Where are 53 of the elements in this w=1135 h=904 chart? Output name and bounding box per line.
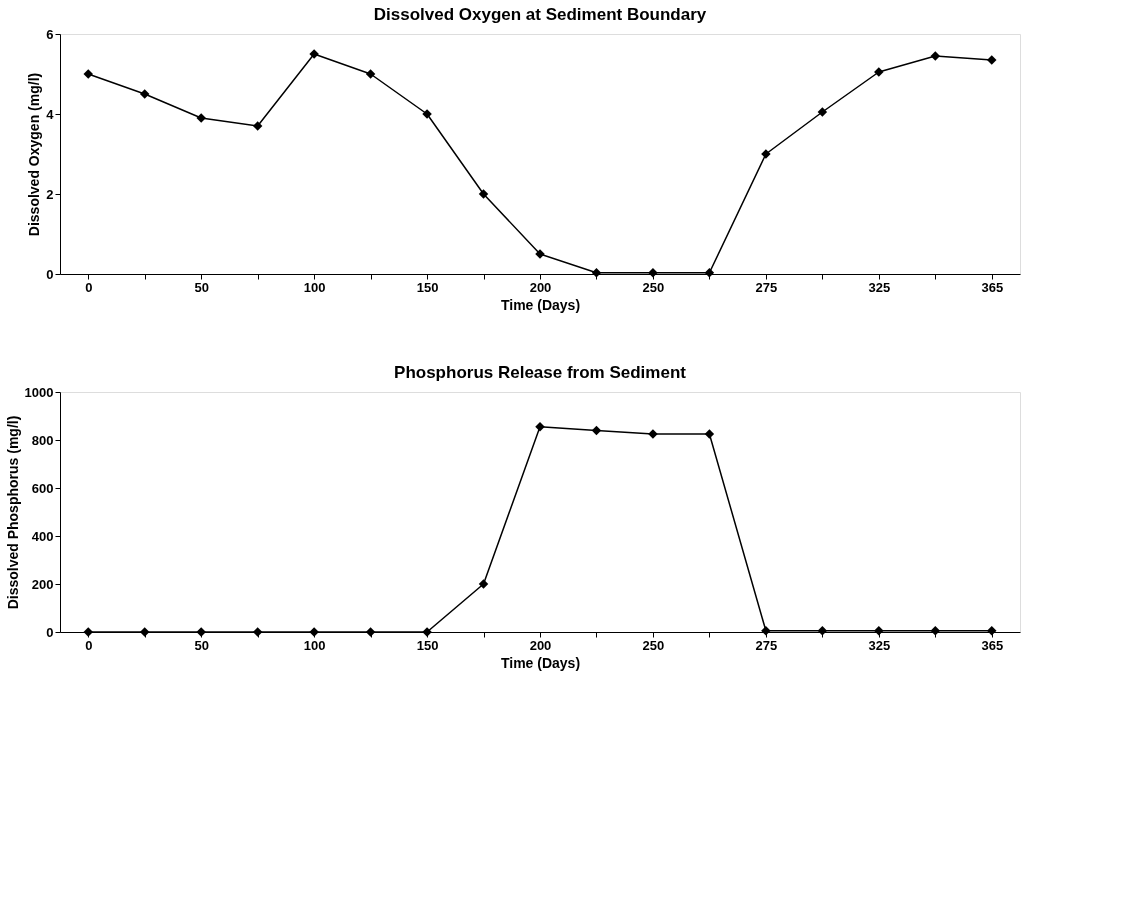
- x-tick-label: 250: [642, 637, 665, 653]
- y-axis-title: Dissolved Phosphorus (mg/l): [4, 415, 21, 610]
- x-tick-label: 365: [981, 637, 1004, 653]
- x-axis-title: Time (Days): [500, 654, 581, 671]
- y-axis-title: Dissolved Oxygen (mg/l): [26, 72, 43, 237]
- point: [930, 51, 941, 61]
- point: [139, 89, 150, 99]
- x-tick-label: 325: [868, 637, 891, 653]
- point: [139, 627, 150, 637]
- x-tick-label: 100: [303, 637, 326, 653]
- point: [365, 69, 376, 79]
- point: [817, 626, 828, 636]
- point: [704, 268, 715, 278]
- point: [761, 626, 771, 636]
- x-tick-label: 150: [416, 637, 439, 653]
- point: [874, 626, 884, 636]
- point: [817, 107, 828, 117]
- x-tick-label: 365: [981, 279, 1004, 295]
- x-tick-label: 100: [303, 279, 326, 295]
- x-tick-label: 50: [194, 279, 209, 295]
- point: [252, 121, 263, 131]
- y-tick-label: 0: [46, 624, 54, 640]
- y-tick-label: 4: [46, 106, 55, 122]
- x-tick-label: 325: [868, 279, 891, 295]
- y-tick-label: 400: [31, 528, 54, 544]
- chart-title: Phosphorus Release from Sediment: [394, 363, 687, 382]
- y-tick-label: 800: [31, 432, 54, 448]
- point: [591, 268, 602, 278]
- x-tick-label: 200: [529, 279, 552, 295]
- chart-title: Dissolved Oxygen at Sediment Boundary: [373, 5, 707, 24]
- x-tick-label: 50: [194, 637, 209, 653]
- point: [365, 627, 376, 637]
- x-tick-label: 275: [755, 637, 778, 653]
- point: [252, 627, 263, 637]
- point: [591, 425, 602, 436]
- point: [478, 579, 489, 589]
- x-tick-label: 0: [85, 279, 93, 295]
- point: [704, 429, 715, 439]
- y-tick-label: 6: [46, 26, 54, 42]
- x-tick-label: 275: [755, 279, 778, 295]
- point: [930, 626, 941, 636]
- y-tick-label: 200: [31, 576, 54, 592]
- y-tick-label: 0: [46, 266, 54, 282]
- x-tick-label: 150: [416, 279, 439, 295]
- point: [478, 189, 489, 199]
- y-tick-label: 600: [31, 480, 54, 496]
- x-tick-label: 0: [85, 637, 93, 653]
- y-tick-label: 1000: [24, 384, 54, 400]
- x-axis-title: Time (Days): [500, 296, 581, 313]
- x-tick-label: 200: [529, 637, 552, 653]
- point: [648, 268, 658, 278]
- x-tick-label: 250: [642, 279, 665, 295]
- y-tick-label: 2: [46, 186, 54, 202]
